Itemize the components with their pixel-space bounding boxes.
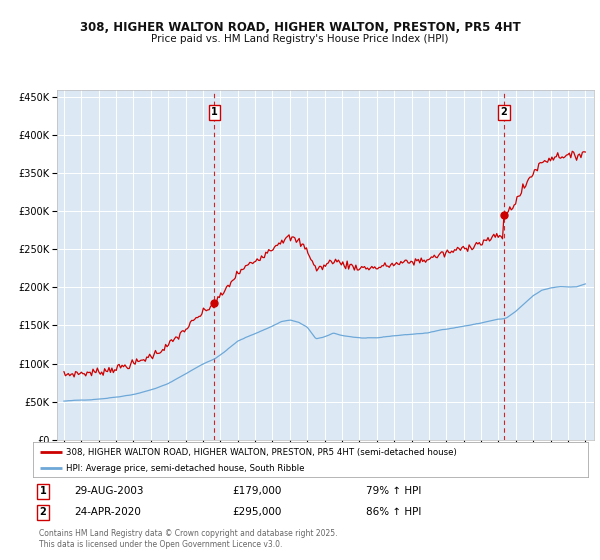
Text: 2: 2: [500, 108, 507, 118]
Text: 1: 1: [40, 487, 46, 496]
Text: 29-AUG-2003: 29-AUG-2003: [74, 487, 144, 496]
Text: 1: 1: [211, 108, 218, 118]
Text: 24-APR-2020: 24-APR-2020: [74, 507, 142, 517]
Text: 2: 2: [40, 507, 46, 517]
Text: 308, HIGHER WALTON ROAD, HIGHER WALTON, PRESTON, PR5 4HT (semi-detached house): 308, HIGHER WALTON ROAD, HIGHER WALTON, …: [66, 447, 457, 456]
Text: 86% ↑ HPI: 86% ↑ HPI: [366, 507, 421, 517]
Text: Contains HM Land Registry data © Crown copyright and database right 2025.
This d: Contains HM Land Registry data © Crown c…: [38, 529, 337, 549]
Text: 79% ↑ HPI: 79% ↑ HPI: [366, 487, 421, 496]
Text: £295,000: £295,000: [233, 507, 282, 517]
Text: Price paid vs. HM Land Registry's House Price Index (HPI): Price paid vs. HM Land Registry's House …: [151, 34, 449, 44]
Text: 308, HIGHER WALTON ROAD, HIGHER WALTON, PRESTON, PR5 4HT: 308, HIGHER WALTON ROAD, HIGHER WALTON, …: [80, 21, 520, 34]
Text: HPI: Average price, semi-detached house, South Ribble: HPI: Average price, semi-detached house,…: [66, 464, 305, 473]
Text: £179,000: £179,000: [233, 487, 282, 496]
